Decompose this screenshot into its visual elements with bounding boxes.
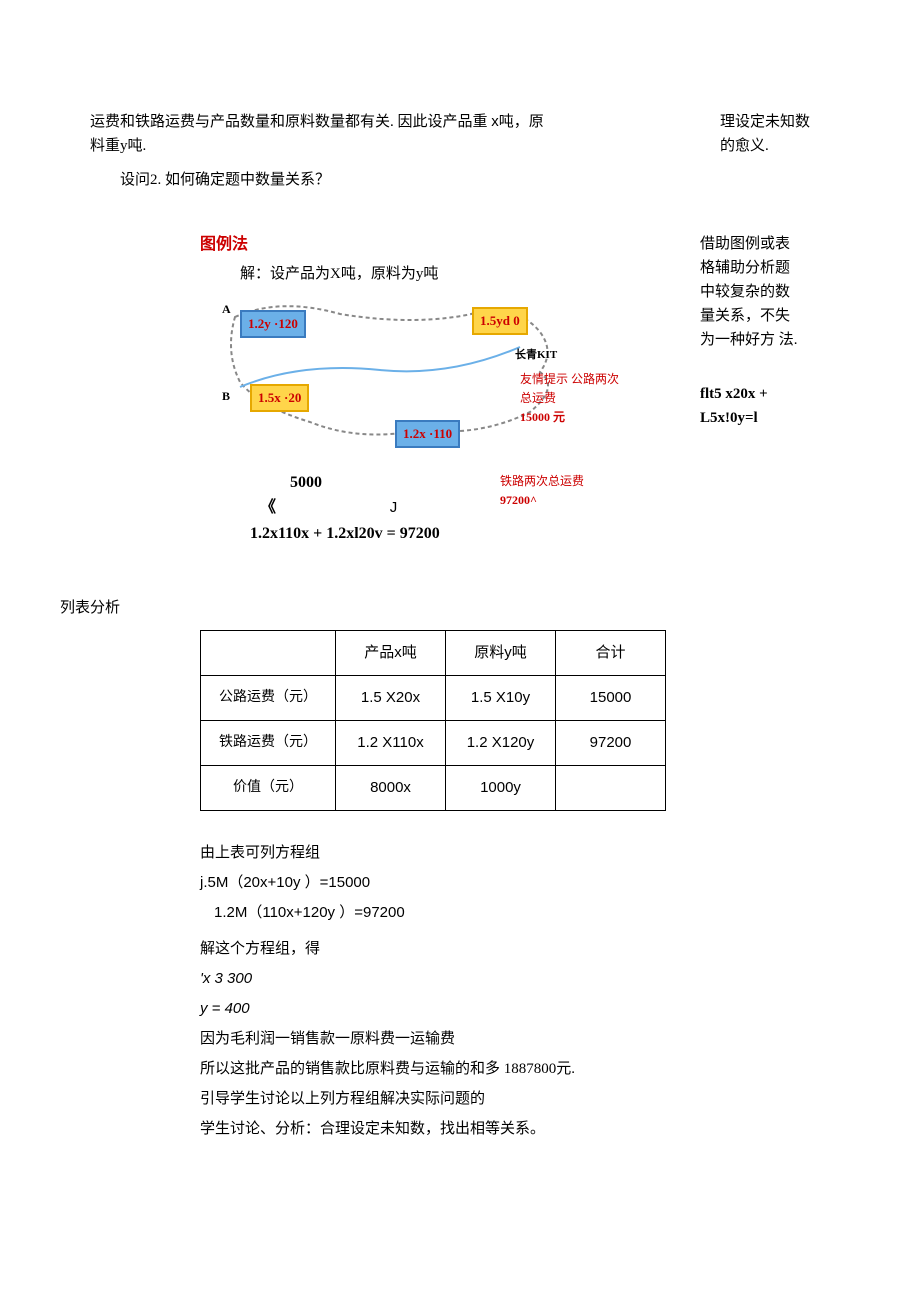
ds3: 中较复杂的数 <box>700 280 830 304</box>
cost-table: 产品x吨 原料y吨 合计 公路运费（元） 1.5 X20x 1.5 X10y 1… <box>200 630 666 811</box>
sol2: y = 400 <box>200 997 830 1021</box>
r3c2: 1000y <box>446 766 556 811</box>
bp3: 因为毛利润一销售款一原料费一运输费 <box>200 1027 830 1051</box>
ds4: 量关系，不失 <box>700 304 830 328</box>
top-row: 运费和铁路运费与产品数量和原料数量都有关. 因此设产品重 x吨，原 料重y吨. … <box>90 110 830 192</box>
top-sidenote: 理设定未知数 的愈义. <box>720 110 830 192</box>
th-prod: 产品x吨 <box>336 631 446 676</box>
table-row: 公路运费（元） 1.5 X20x 1.5 X10y 15000 <box>201 676 666 721</box>
map-area: A 1.2y ·120 1.5yd 0 长青KIT B 1.5x ·20 1.2… <box>220 292 580 462</box>
diagram-title: 图例法 <box>200 232 700 258</box>
list-title: 列表分析 <box>60 596 830 620</box>
r1c3: 15000 <box>556 676 666 721</box>
chip-12y120: 1.2y ·120 <box>240 310 306 339</box>
bp2: 解这个方程组，得 <box>200 937 830 961</box>
eq-angle-row: 《 J <box>230 495 700 521</box>
bp4a: 所以这批产品的销售款比原料费与运输的和多 <box>200 1061 500 1077</box>
rt-eq1: flt5 x20x + <box>700 382 830 406</box>
sol1: 'x 3 300 <box>200 967 830 991</box>
diagram-left: 图例法 解：设产品为X吨，原料为y吨 A 1.2y ·120 1.5yd 0 长… <box>90 232 700 546</box>
th-sum: 合计 <box>556 631 666 676</box>
r3c3 <box>556 766 666 811</box>
th-mat: 原料y吨 <box>446 631 556 676</box>
side2: 的愈义. <box>720 134 830 158</box>
rt-eq2: L5x!0y=l <box>700 406 830 430</box>
tip-rail-1: 铁路两次总运费 <box>500 474 584 488</box>
top-p1: 运费和铁路运费与产品数量和原料数量都有关. 因此设产品重 x吨，原 <box>90 110 700 134</box>
side1: 理设定未知数 <box>720 110 830 134</box>
top-p2: 料重y吨. <box>90 134 700 158</box>
tip-rail-2: 97200^ <box>500 493 537 507</box>
bp4: 所以这批产品的销售款比原料费与运输的和多 1887800元. <box>200 1057 830 1081</box>
eq-angle: 《 <box>260 499 276 516</box>
bp5: 引导学生讨论以上列方程组解决实际问题的 <box>200 1087 830 1111</box>
bp4b: 1887800元. <box>504 1061 575 1077</box>
r2c1: 1.2 X110x <box>336 721 446 766</box>
ds2: 格辅助分析题 <box>700 256 830 280</box>
tip-road-t1: 友情提示 公路两次总运费 <box>520 372 619 405</box>
question-2: 设问2. 如何确定题中数量关系？ <box>120 168 700 192</box>
chip-15yd0: 1.5yd 0 <box>472 307 528 336</box>
top-p1a: 运费和铁路运费与产品数量和原料数量都有关. 因此设产品重 <box>90 114 488 130</box>
eq-j: J <box>390 496 398 520</box>
table-row: 铁路运费（元） 1.2 X110x 1.2 X120y 97200 <box>201 721 666 766</box>
sys2: 1.2M（110x+120y ）=97200 <box>214 901 830 925</box>
bp1: 由上表可列方程组 <box>200 841 830 865</box>
r1c2: 1.5 X10y <box>446 676 556 721</box>
diagram-sidenote: 借助图例或表 格辅助分析题 中较复杂的数 量关系，不失 为一种好方 法. flt… <box>700 232 830 546</box>
top-main: 运费和铁路运费与产品数量和原料数量都有关. 因此设产品重 x吨，原 料重y吨. … <box>90 110 720 192</box>
below-block: 由上表可列方程组 j.5M（20x+10y ）=15000 1.2M（110x+… <box>200 841 830 1141</box>
r1c1: 1.5 X20x <box>336 676 446 721</box>
label-B: B <box>222 387 230 406</box>
tip-rail: 铁路两次总运费 97200^ <box>500 472 610 510</box>
equation-block: 5000 《 J 1.2x110x + 1.2xl20v = 97200 <box>230 470 700 547</box>
r3c1: 8000x <box>336 766 446 811</box>
r2c2: 1.2 X120y <box>446 721 556 766</box>
ds5: 为一种好方 法. <box>700 328 830 352</box>
r2c3: 97200 <box>556 721 666 766</box>
label-kit: 长青KIT <box>515 347 557 365</box>
rt-eq: flt5 x20x + L5x!0y=l <box>700 382 830 430</box>
r1-label: 公路运费（元） <box>201 676 336 721</box>
tip-road: 友情提示 公路两次总运费 15000 元 <box>520 370 630 428</box>
eq-line2: 1.2x110x + 1.2xl20v = 97200 <box>250 521 700 547</box>
table-header-row: 产品x吨 原料y吨 合计 <box>201 631 666 676</box>
r2-label: 铁路运费（元） <box>201 721 336 766</box>
diagram-block: 图例法 解：设产品为X吨，原料为y吨 A 1.2y ·120 1.5yd 0 长… <box>90 232 830 546</box>
eq-5000: 5000 <box>290 470 700 496</box>
chip-15x20: 1.5x ·20 <box>250 384 309 413</box>
r3-label: 价值（元） <box>201 766 336 811</box>
top-p1b: x吨，原 <box>491 113 544 130</box>
chip-12x110: 1.2x ·110 <box>395 420 460 449</box>
tip-road-t2: 15000 元 <box>520 410 565 424</box>
th-blank <box>201 631 336 676</box>
ds1: 借助图例或表 <box>700 232 830 256</box>
table-row: 价值（元） 8000x 1000y <box>201 766 666 811</box>
bp6: 学生讨论、分析：合理设定未知数，找出相等关系。 <box>200 1117 830 1141</box>
diagram-setline: 解：设产品为X吨，原料为y吨 <box>240 262 700 286</box>
label-A: A <box>222 300 231 319</box>
sys1: j.5M（20x+10y ）=15000 <box>200 871 830 895</box>
